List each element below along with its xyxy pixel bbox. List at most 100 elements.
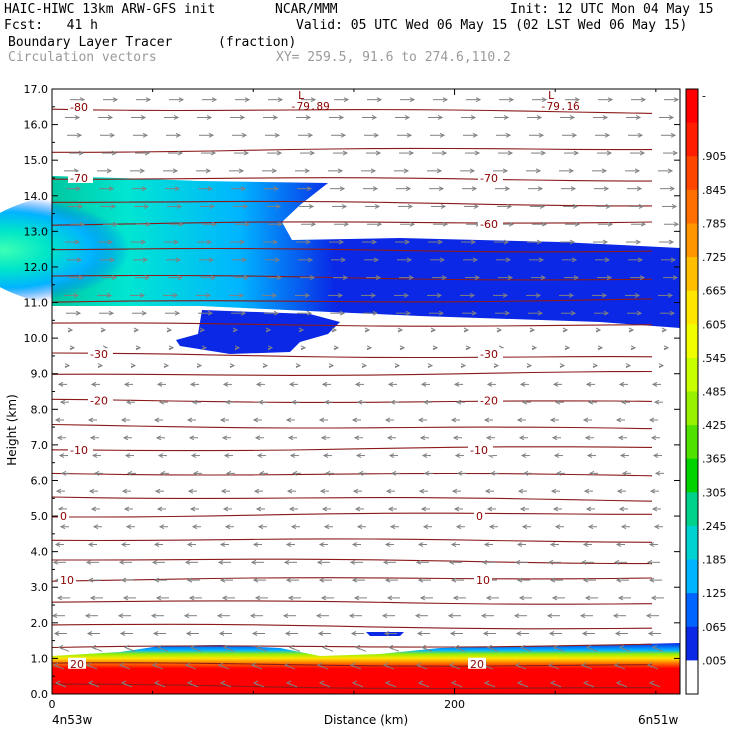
vector-arrowhead bbox=[52, 662, 59, 668]
vector-arrowhead bbox=[419, 595, 426, 601]
vector-arrowhead bbox=[573, 150, 580, 156]
vector-arrowhead bbox=[651, 506, 658, 512]
vector-arrowhead bbox=[630, 345, 637, 351]
vector-arrowhead bbox=[387, 381, 394, 387]
vector-arrowhead bbox=[472, 257, 479, 263]
vector-arrowhead bbox=[140, 115, 147, 120]
vector-arrowhead bbox=[604, 257, 611, 263]
isotherm-line bbox=[51, 352, 653, 359]
vector-arrowhead bbox=[535, 292, 542, 298]
isotherm-line bbox=[51, 643, 653, 649]
vector-arrowhead bbox=[618, 381, 625, 387]
vector-arrowhead bbox=[58, 453, 65, 459]
vector-arrowhead bbox=[139, 292, 146, 298]
isotherm-line bbox=[51, 623, 653, 630]
colorbar-label: .245 bbox=[702, 520, 727, 533]
vector-arrowhead bbox=[480, 613, 487, 619]
y-tick-label: 11.0 bbox=[24, 297, 49, 310]
vector-arrowhead bbox=[449, 631, 456, 636]
vector-arrowhead bbox=[351, 680, 358, 686]
vector-arrowhead bbox=[59, 524, 66, 530]
vector-arrowhead bbox=[518, 435, 525, 441]
vector-arrowhead bbox=[409, 97, 416, 103]
vector-arrowhead bbox=[121, 488, 128, 494]
y-axis: 0.0 1.0 2.0 3.0 4.0 5.0 6.0 7.0 8.0 9.0 10.0 11.0 12… bbox=[24, 83, 680, 701]
vector-arrowhead bbox=[186, 542, 193, 547]
vector-arrowhead bbox=[223, 453, 230, 459]
vector-arrowhead bbox=[108, 186, 115, 192]
vector-arrowhead bbox=[451, 488, 458, 494]
vector-arrowhead bbox=[163, 363, 170, 369]
vector-arrowhead bbox=[271, 292, 278, 298]
vector-arrowhead bbox=[221, 435, 228, 441]
vector-arrowhead bbox=[455, 524, 462, 530]
isotherm-label-bg bbox=[58, 574, 76, 586]
vector-arrowhead bbox=[55, 488, 62, 494]
vector-arrowhead bbox=[219, 417, 226, 423]
vector-arrowhead bbox=[399, 345, 406, 351]
vector-arrowhead bbox=[272, 115, 279, 120]
vector-arrowhead bbox=[255, 381, 262, 387]
x-left-endpoint-label: 4n53w bbox=[52, 713, 93, 727]
vector-arrowhead bbox=[547, 662, 554, 668]
vector-arrowhead bbox=[552, 381, 559, 387]
vector-arrowhead bbox=[92, 524, 99, 530]
vector-arrowhead bbox=[538, 257, 545, 263]
vector-arrowhead bbox=[574, 221, 581, 227]
vector-arrowhead bbox=[582, 417, 589, 423]
isotherm-line bbox=[51, 274, 653, 281]
vector-arrowhead bbox=[583, 488, 590, 494]
vector-arrowhead bbox=[158, 399, 165, 405]
vector-arrowhead bbox=[437, 115, 444, 120]
vector-arrowhead bbox=[475, 97, 482, 103]
vector-arrowhead bbox=[636, 186, 643, 192]
vector-arrowhead bbox=[614, 631, 621, 636]
vector-arrowhead bbox=[452, 595, 459, 601]
vector-arrowhead bbox=[361, 363, 368, 369]
vector-arrowhead bbox=[217, 662, 224, 668]
vector-arrowhead bbox=[87, 417, 94, 423]
vector-arrowhead bbox=[209, 203, 216, 209]
colorbar-label: .065 bbox=[702, 621, 727, 634]
vector-arrowhead bbox=[317, 631, 324, 636]
vector-arrowhead bbox=[252, 417, 259, 423]
vector-arrowhead bbox=[339, 186, 346, 192]
upper-plume-core bbox=[0, 190, 250, 310]
vector-arrowhead bbox=[536, 115, 543, 120]
vector-arrowhead bbox=[669, 186, 676, 192]
colorbar-label: .005 bbox=[702, 654, 727, 667]
vector-arrowhead bbox=[141, 310, 148, 316]
vector-arrowhead bbox=[617, 435, 624, 441]
vector-arrowhead bbox=[320, 595, 327, 601]
colorbar-swatch bbox=[686, 626, 698, 661]
vector-arrowhead bbox=[91, 453, 98, 459]
vector-arrowhead bbox=[191, 524, 198, 530]
vector-arrowhead bbox=[620, 524, 627, 530]
vector-arrowhead bbox=[668, 239, 675, 245]
vector-arrowhead bbox=[86, 631, 93, 636]
vector-arrowhead bbox=[601, 168, 608, 174]
vector-arrowhead bbox=[450, 417, 457, 423]
vector-field-name: Circulation vectors bbox=[8, 50, 157, 65]
colorbar-swatch bbox=[686, 324, 698, 359]
vector-arrowhead bbox=[271, 168, 278, 174]
isotherm-line bbox=[51, 683, 652, 690]
vector-arrowhead bbox=[559, 363, 566, 369]
vector-arrowhead bbox=[338, 239, 345, 245]
vector-arrowhead bbox=[239, 115, 246, 120]
vector-arrowhead bbox=[526, 363, 533, 369]
vector-arrowhead bbox=[450, 680, 457, 686]
vector-arrowhead bbox=[206, 115, 213, 120]
vector-arrowhead bbox=[572, 203, 579, 209]
colorbar-swatch bbox=[686, 257, 698, 292]
vector-arrowhead bbox=[441, 275, 448, 281]
vector-arrowhead bbox=[356, 524, 363, 530]
vector-arrowhead bbox=[384, 577, 391, 583]
vector-arrowhead bbox=[124, 453, 131, 459]
vector-arrowhead bbox=[342, 150, 349, 156]
vector-arrowhead bbox=[482, 631, 489, 636]
vector-arrowhead bbox=[374, 203, 381, 209]
colorbar-swatch bbox=[686, 122, 698, 157]
vector-arrowhead bbox=[188, 595, 195, 601]
isotherm-label-bg bbox=[478, 348, 503, 360]
